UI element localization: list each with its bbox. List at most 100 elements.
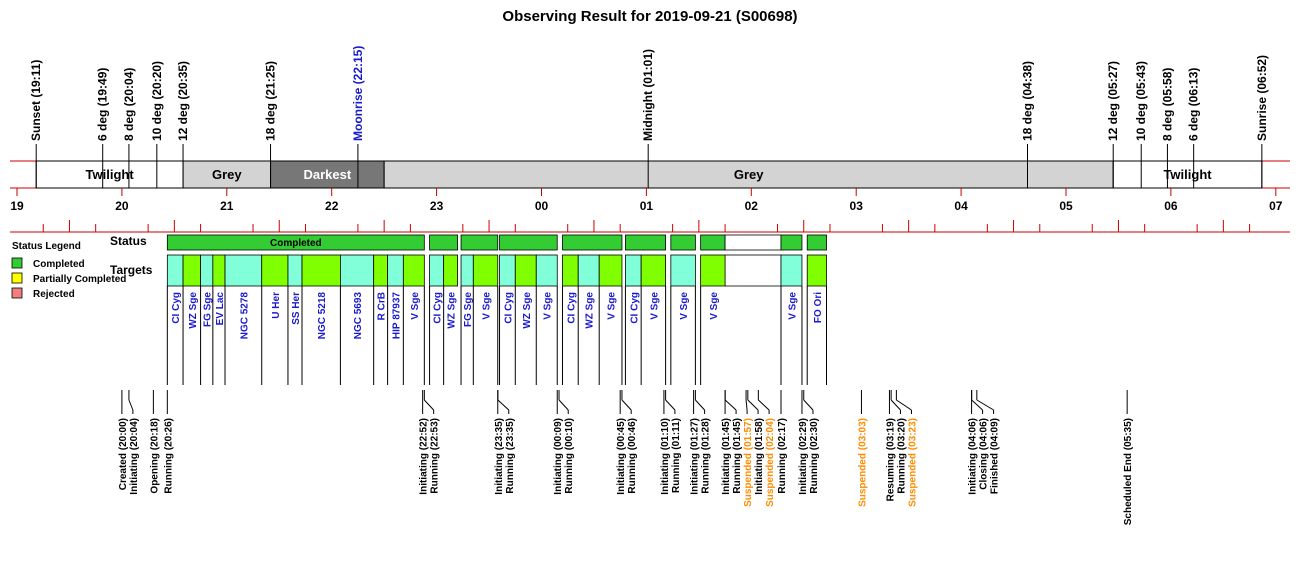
bottom-event-connector [890, 399, 901, 411]
bottom-event-label: Initiating (01:10) [660, 418, 671, 495]
hour-tick-label: 00 [535, 199, 549, 213]
bottom-event-connector [695, 399, 705, 411]
bottom-event-label: Initiating (23:35) [494, 418, 505, 495]
status-segment [562, 234, 623, 251]
target-name: V Sge [410, 292, 421, 320]
sky-band [270, 160, 385, 189]
bottom-event-label: Suspended (03:23) [907, 418, 918, 507]
target-name: NGC 5693 [353, 292, 364, 340]
top-event-label: 12 deg (05:27) [1106, 61, 1120, 141]
top-event-label: 6 deg (19:49) [96, 68, 110, 141]
bottom-event-connector [621, 399, 632, 411]
target-block [598, 254, 623, 287]
target-name: HIP 87937 [391, 292, 402, 340]
top-event-label: Midnight (01:01) [641, 49, 655, 141]
legend-swatch [11, 287, 23, 299]
target-block [806, 254, 827, 287]
bottom-event-label: Running (23:35) [505, 418, 516, 494]
bottom-event-connector [803, 399, 814, 411]
target-block [212, 254, 226, 287]
hour-tick-label: 06 [1164, 199, 1178, 213]
top-event-label: 10 deg (20:20) [150, 61, 164, 141]
bottom-event-connector [976, 399, 994, 411]
target-name: CI Cyg [629, 292, 640, 324]
bottom-event-label: Opening (20:18) [149, 418, 160, 494]
target-block [429, 254, 445, 287]
legend-swatch [11, 257, 23, 269]
status-row: Status Completed [110, 234, 827, 251]
target-name: EV Lac [215, 292, 226, 326]
target-name: WZ Sge [585, 292, 596, 329]
target-block [200, 254, 214, 287]
bottom-event-label: Suspended (03:03) [857, 418, 868, 507]
bottom-event-label: Running (22:53) [430, 418, 441, 494]
bottom-event-label: Suspended (02:04) [765, 418, 776, 507]
target-name: CI Cyg [433, 292, 444, 324]
bottom-event-connector [724, 399, 737, 411]
target-name: SS Her [291, 292, 302, 325]
status-segment [700, 234, 726, 251]
hour-tick-label: 01 [640, 199, 654, 213]
target-block [625, 254, 642, 287]
sky-band-label: Grey [734, 167, 764, 182]
bottom-event-label: Running (00:46) [627, 418, 638, 494]
bottom-event-connector [747, 399, 759, 411]
hour-tick-label: 23 [430, 199, 444, 213]
bottom-events: Created (20:00) Initiating (20:04) Opening… [118, 390, 1134, 525]
target-block [373, 254, 389, 287]
target-name: FG Sge [203, 292, 214, 327]
sky-bands: Twilight Grey Darkest Grey Twilight [10, 160, 1290, 189]
target-block [562, 254, 579, 287]
status-legend: Status Legend Completed Partially Complete… [11, 241, 126, 300]
bottom-event-connector [558, 399, 569, 411]
bottom-event-label: Initiating (01:45) [721, 418, 732, 495]
target-name: V Sge [649, 292, 660, 320]
bottom-event-connector [128, 399, 134, 411]
top-event-label: 6 deg (06:13) [1187, 68, 1201, 141]
status-segment [670, 234, 696, 251]
target-block [287, 254, 303, 287]
sky-band [35, 160, 184, 189]
bottom-event-connector [745, 399, 748, 411]
bottom-event-connector [665, 399, 676, 411]
legend-label: Partially Completed [33, 274, 126, 285]
target-block [640, 254, 666, 287]
bottom-event-connector [757, 399, 770, 411]
target-block [443, 254, 458, 287]
target-block [182, 254, 201, 287]
bottom-event-label: Closing (04:06) [979, 418, 990, 490]
targets-row-label: Targets [110, 263, 153, 277]
bottom-event-label: Initiating (01:27) [690, 418, 701, 495]
target-block [402, 254, 425, 287]
top-event-label: 10 deg (05:43) [1134, 61, 1148, 141]
target-name: CI Cyg [566, 292, 577, 324]
bottom-event-label: Running (02:30) [809, 418, 820, 494]
target-name: U Her [271, 292, 282, 319]
bottom-event-label: Running (03:20) [896, 418, 907, 494]
top-event-label: Sunrise (06:52) [1255, 55, 1269, 141]
target-name: FG Sge [463, 292, 474, 327]
target-block [340, 254, 375, 287]
status-segment [724, 234, 782, 251]
target-name: NGC 5218 [317, 292, 328, 340]
hour-tick-label: 02 [745, 199, 759, 213]
bottom-event-label: Running (01:11) [671, 418, 682, 493]
hour-tick-label: 07 [1269, 199, 1283, 213]
target-block [577, 254, 600, 287]
target-name: V Sge [679, 292, 690, 320]
hour-tick-label: 04 [954, 199, 968, 213]
target-block [166, 254, 184, 287]
hour-tick-label: 05 [1059, 199, 1073, 213]
target-block [387, 254, 404, 287]
target-block [261, 254, 289, 287]
target-block [535, 254, 558, 287]
top-event-label: 8 deg (05:58) [1160, 68, 1174, 141]
status-segment [806, 234, 827, 251]
target-name: R CrB [377, 292, 388, 320]
target-gap [724, 254, 782, 287]
bottom-event-label: Suspended (01:57) [743, 418, 754, 507]
bottom-event-connector [497, 399, 510, 411]
sky-band-label: Twilight [1163, 167, 1212, 182]
